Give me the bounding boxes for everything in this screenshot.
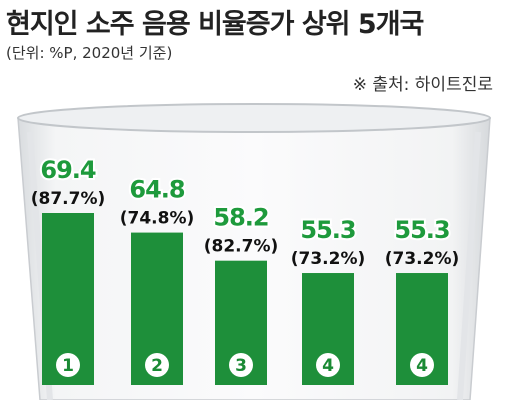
value-label: 55.3 xyxy=(394,216,449,244)
rank-badge xyxy=(56,353,80,377)
secondary-label: (82.7%) xyxy=(204,237,279,257)
value-label: 69.4 xyxy=(40,156,96,184)
unit-note: (단위: %P, 2020년 기준) xyxy=(6,44,173,62)
rank-label: 2 xyxy=(151,356,163,376)
rank-label: 4 xyxy=(416,356,428,376)
value-label: 55.3 xyxy=(300,216,355,244)
secondary-label: (73.2%) xyxy=(385,249,460,269)
source-note: ※ 출처: 하이트진로 xyxy=(352,75,493,95)
rank-badge xyxy=(316,353,340,377)
chart-title: 현지인 소주 음용 비율증가 상위 5개국 xyxy=(6,9,424,40)
secondary-label: (87.7%) xyxy=(31,189,106,209)
secondary-label: (73.2%) xyxy=(291,249,366,269)
value-label: 64.8 xyxy=(129,176,185,204)
rank-badge xyxy=(145,353,169,377)
rank-label: 4 xyxy=(322,356,334,376)
value-label: 58.2 xyxy=(213,204,268,232)
rank-label: 1 xyxy=(62,356,74,376)
rank-badge xyxy=(410,353,434,377)
secondary-label: (74.8%) xyxy=(120,209,195,229)
rank-label: 3 xyxy=(235,356,247,376)
rank-badge xyxy=(229,353,253,377)
